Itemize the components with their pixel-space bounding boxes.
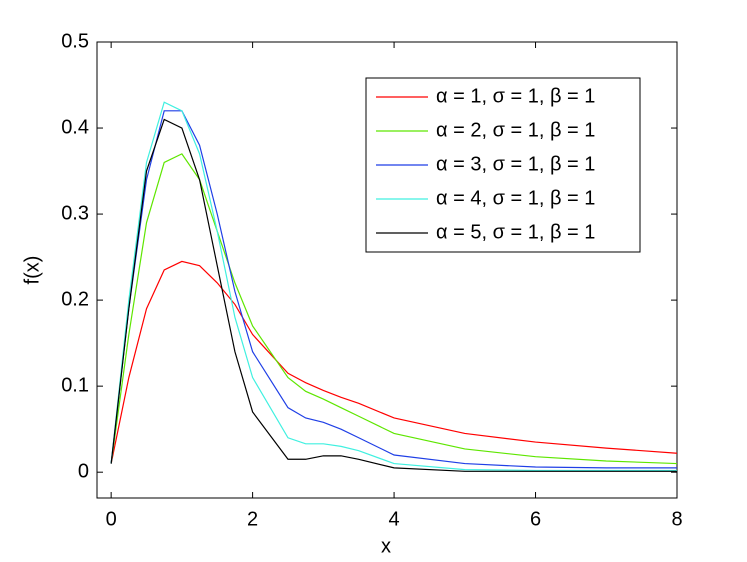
legend-label: α = 3, σ = 1, β = 1 bbox=[436, 153, 595, 175]
y-tick-label: 0.4 bbox=[61, 116, 89, 138]
data-line bbox=[110, 153, 678, 465]
x-tick-label: 4 bbox=[389, 508, 400, 530]
x-axis-label: x bbox=[381, 535, 391, 557]
legend-label: α = 5, σ = 1, β = 1 bbox=[436, 221, 595, 243]
data-line bbox=[110, 118, 677, 472]
data-line bbox=[110, 110, 677, 469]
legend-label: α = 1, σ = 1, β = 1 bbox=[436, 85, 595, 107]
legend-label: α = 4, σ = 1, β = 1 bbox=[436, 187, 595, 209]
x-tick-label: 8 bbox=[671, 508, 682, 530]
y-axis-label: f(x) bbox=[21, 256, 43, 285]
y-tick-label: 0.3 bbox=[61, 202, 89, 224]
x-tick-label: 0 bbox=[106, 508, 117, 530]
y-tick-label: 0.5 bbox=[61, 30, 89, 52]
legend-label: α = 2, σ = 1, β = 1 bbox=[436, 119, 595, 141]
x-tick-label: 6 bbox=[530, 508, 541, 530]
y-tick-label: 0 bbox=[78, 460, 89, 482]
data-line bbox=[110, 101, 677, 472]
data-line bbox=[110, 260, 678, 464]
x-tick-label: 2 bbox=[247, 508, 258, 530]
y-tick-label: 0.1 bbox=[61, 374, 89, 396]
y-tick-label: 0.2 bbox=[61, 288, 89, 310]
